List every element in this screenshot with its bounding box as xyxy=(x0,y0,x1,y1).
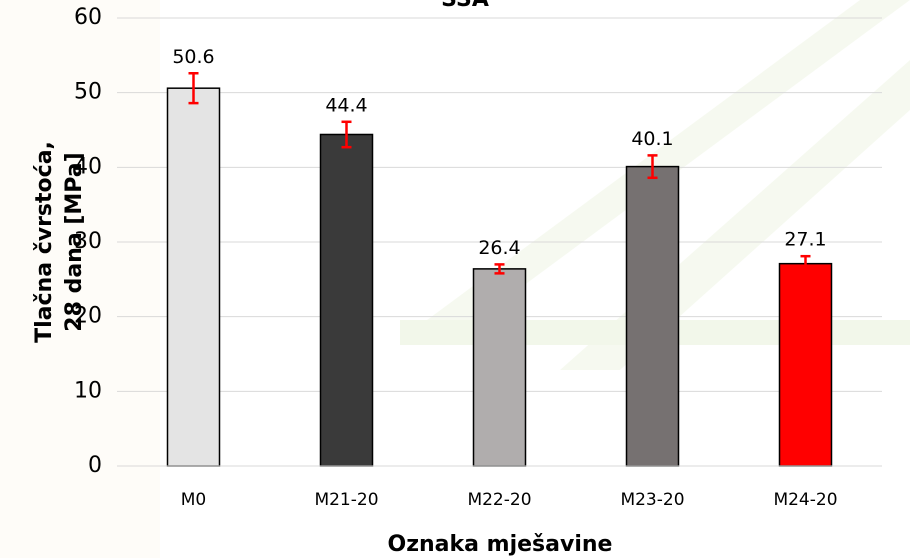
error-bar xyxy=(647,154,658,180)
error-bar xyxy=(800,254,811,273)
y-axis-title-line: Tlačna čvrstoća, xyxy=(32,141,57,343)
y-tick-label: 50 xyxy=(74,80,102,105)
value-label: 40.1 xyxy=(631,128,673,150)
value-label: 27.1 xyxy=(784,229,826,251)
error-bar xyxy=(341,120,352,149)
y-tick-label: 0 xyxy=(88,453,102,478)
y-axis-title-line: 28 dana [MPa] xyxy=(62,152,87,331)
value-label: 26.4 xyxy=(478,237,520,259)
x-axis-title: Oznaka mješavine xyxy=(388,532,613,557)
y-tick-label: 60 xyxy=(74,5,102,30)
y-axis-title: Tlačna čvrstoća, 28 dana [MPa] xyxy=(32,141,87,343)
value-label: 44.4 xyxy=(325,94,367,116)
bar xyxy=(319,133,374,467)
bar xyxy=(472,268,527,467)
x-tick-label: M23-20 xyxy=(620,490,684,510)
bar xyxy=(166,87,221,467)
y-tick-label: 40 xyxy=(74,154,102,179)
error-bar xyxy=(188,72,199,105)
x-tick-label: M0 xyxy=(181,490,206,510)
error-bar xyxy=(494,263,505,275)
x-tick-label: M21-20 xyxy=(314,490,378,510)
value-label: 50.6 xyxy=(172,46,214,68)
bar xyxy=(625,165,680,467)
y-tick-label: 20 xyxy=(74,304,102,329)
y-tick-label: 10 xyxy=(74,378,102,403)
bar xyxy=(778,262,833,467)
x-tick-label: M24-20 xyxy=(773,490,837,510)
y-tick-label: 30 xyxy=(74,229,102,254)
chart-title: SSA xyxy=(441,0,489,12)
x-tick-label: M22-20 xyxy=(467,490,531,510)
